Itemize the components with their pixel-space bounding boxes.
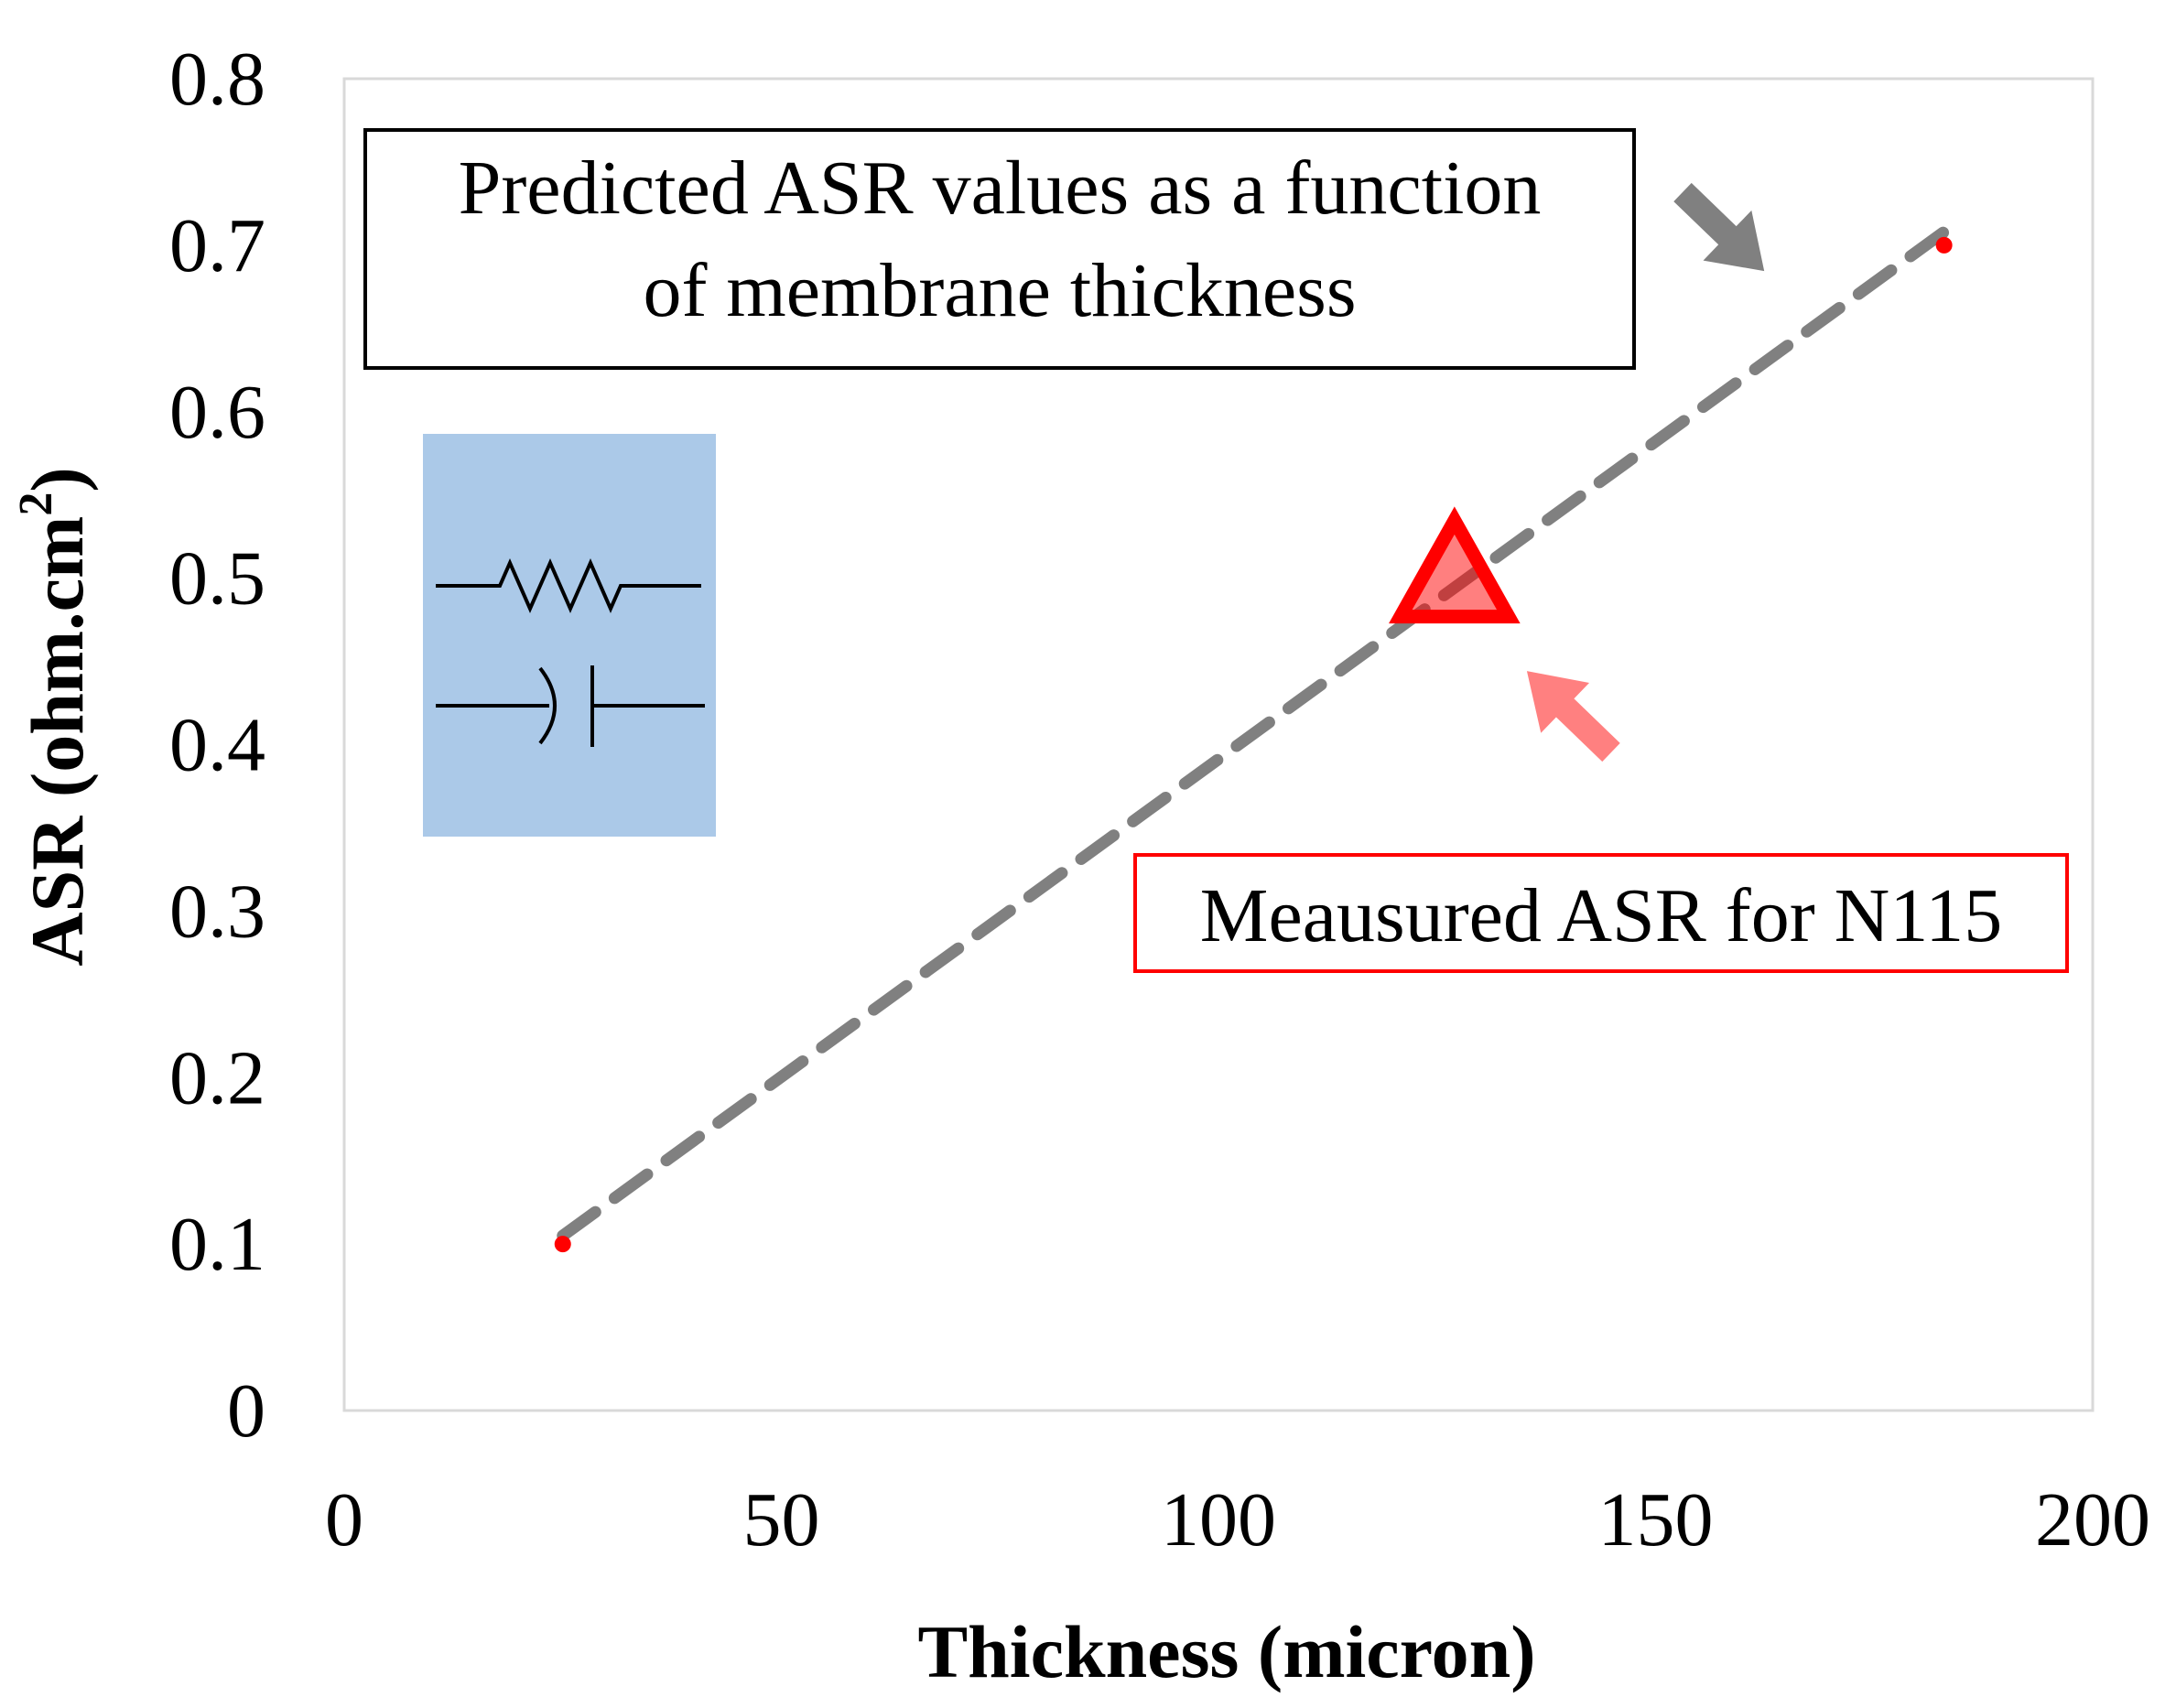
measured-annotation: Meausured ASR for N115 xyxy=(1133,853,2069,973)
y-tick-label: 0.6 xyxy=(169,370,265,455)
resistor-icon xyxy=(436,558,701,613)
y-axis-ticks: 0 0.1 0.2 0.3 0.4 0.5 0.6 0.7 0.8 xyxy=(169,37,265,1454)
y-tick-label: 0.1 xyxy=(169,1202,265,1287)
circuit-icon-background xyxy=(423,434,716,837)
predicted-annotation-line2: of membrane thickness xyxy=(643,248,1356,333)
circuit-icon xyxy=(423,434,716,837)
predicted-trendline xyxy=(557,225,1951,1242)
predicted-arrow-icon xyxy=(1673,182,1765,272)
y-tick-label: 0.8 xyxy=(169,37,265,122)
x-tick-label: 0 xyxy=(325,1477,363,1562)
predicted-data-point xyxy=(554,1236,571,1253)
x-axis-ticks: 0 50 100 150 200 xyxy=(325,1477,2150,1562)
x-tick-label: 50 xyxy=(743,1477,820,1562)
y-tick-label: 0 xyxy=(227,1368,265,1454)
predicted-annotation-line1: Predicted ASR values as a function xyxy=(459,146,1542,231)
x-tick-label: 150 xyxy=(1598,1477,1714,1562)
y-tick-label: 0.5 xyxy=(169,536,265,622)
y-axis-title-main: ASR (ohm.cm xyxy=(16,516,99,967)
measured-n115-marker xyxy=(1389,506,1521,624)
predicted-annotation: Predicted ASR values as a function of me… xyxy=(363,128,1636,370)
y-tick-label: 0.3 xyxy=(169,869,265,954)
y-axis-title-close: ) xyxy=(16,467,99,492)
predicted-data-point xyxy=(1935,236,1953,254)
y-tick-label: 0.2 xyxy=(169,1035,265,1120)
y-tick-label: 0.7 xyxy=(169,203,265,288)
measured-arrow-icon xyxy=(1526,671,1620,762)
capacitor-icon xyxy=(436,665,705,747)
series-layer xyxy=(554,225,1953,1253)
measured-annotation-label: Meausured ASR for N115 xyxy=(1200,873,2002,958)
y-tick-label: 0.4 xyxy=(169,703,265,788)
y-axis-title-sup: 2 xyxy=(10,492,62,516)
x-tick-label: 200 xyxy=(2035,1477,2150,1562)
y-axis-title: ASR (ohm.cm2) xyxy=(10,467,99,966)
x-axis-title: Thickness (micron) xyxy=(917,1610,1535,1693)
x-tick-label: 100 xyxy=(1161,1477,1276,1562)
